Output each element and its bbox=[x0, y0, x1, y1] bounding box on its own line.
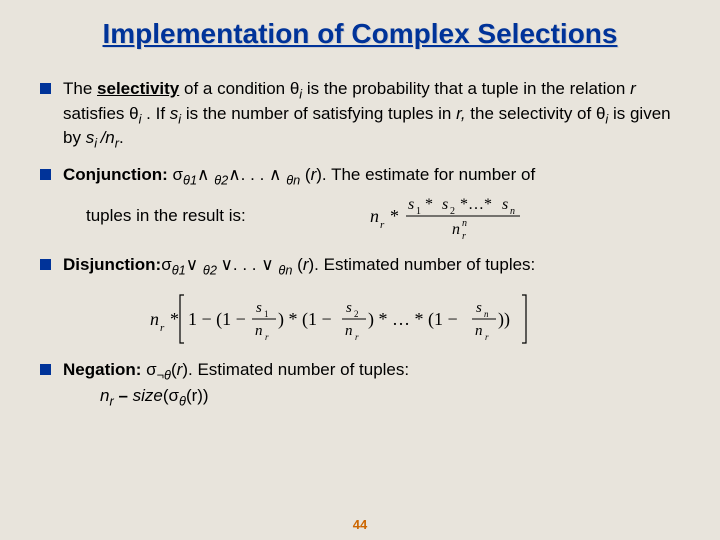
svg-text:n: n bbox=[475, 323, 483, 339]
sigma-expr: σθ1∨ θ2 ∨. . . ∨ θn (r). bbox=[161, 255, 319, 274]
label-negation: Negation: bbox=[63, 360, 146, 379]
svg-text:s: s bbox=[256, 300, 262, 316]
svg-text:r: r bbox=[462, 231, 466, 240]
label-conjunction: Conjunction: bbox=[63, 165, 173, 184]
tail: Estimated number of tuples: bbox=[319, 255, 535, 274]
t: is the number of satisfying tuples in bbox=[181, 104, 456, 123]
bullet-text: Conjunction: σθ1∧ θ2∧. . . ∧ θn (r). The… bbox=[63, 164, 680, 189]
t: . bbox=[119, 128, 124, 147]
bullet-text: Disjunction:σθ1∨ θ2 ∨. . . ∨ θn (r). Est… bbox=[63, 254, 680, 279]
svg-text:*: * bbox=[425, 196, 433, 213]
t: . If bbox=[141, 104, 169, 123]
bullet-text: Negation: σ¬θ(r). Estimated number of tu… bbox=[63, 359, 680, 384]
bullet-selectivity: The selectivity of a condition θi is the… bbox=[40, 78, 680, 152]
svg-text:n: n bbox=[484, 309, 489, 319]
svg-text:r: r bbox=[355, 332, 359, 342]
svg-text:*: * bbox=[170, 309, 179, 329]
page-number: 44 bbox=[0, 517, 720, 532]
disjunction-formula: n r * 1 − (1 − s 1 n r ) * (1 − s 2 n r … bbox=[150, 291, 570, 347]
svg-text:n: n bbox=[150, 309, 159, 329]
sub-theta: θ bbox=[179, 393, 186, 408]
size: size bbox=[133, 386, 163, 405]
svg-text:2: 2 bbox=[450, 206, 455, 217]
tail: The estimate for number of bbox=[327, 165, 536, 184]
t: The bbox=[63, 79, 97, 98]
sigma-neg: σ¬θ(r). bbox=[146, 360, 193, 379]
svg-text:n: n bbox=[255, 323, 263, 339]
svg-text:s: s bbox=[346, 300, 352, 316]
svg-text:r: r bbox=[485, 332, 489, 342]
rp: (r)) bbox=[186, 386, 209, 405]
t: is the probability that a tuple in the r… bbox=[302, 79, 630, 98]
slash-n: /n bbox=[101, 128, 115, 147]
rel-r: r bbox=[630, 79, 636, 98]
svg-text:n: n bbox=[462, 218, 467, 229]
conjunction-tuples-line: tuples in the result is: n r * s 1 * s 2… bbox=[86, 192, 680, 240]
t: the selectivity of θ bbox=[466, 104, 606, 123]
bullet-conjunction: Conjunction: σθ1∧ θ2∧. . . ∧ θn (r). The… bbox=[40, 164, 680, 189]
bullet-marker-icon bbox=[40, 259, 51, 270]
t: of a condition θ bbox=[179, 79, 299, 98]
svg-text:n: n bbox=[370, 206, 379, 226]
svg-text:r: r bbox=[265, 332, 269, 342]
svg-text:s: s bbox=[442, 196, 448, 213]
svg-text:r: r bbox=[380, 219, 385, 231]
bullet-disjunction: Disjunction:σθ1∨ θ2 ∨. . . ∨ θn (r). Est… bbox=[40, 254, 680, 279]
svg-text:s: s bbox=[502, 196, 508, 213]
svg-text:1: 1 bbox=[264, 309, 269, 319]
sigma-expr: σθ1∧ θ2∧. . . ∧ θn (r). bbox=[173, 165, 327, 184]
conjunction-formula: n r * s 1 * s 2 *…* s n n r n bbox=[370, 192, 540, 240]
svg-text:s: s bbox=[408, 196, 414, 213]
svg-text:) * … * (1 −: ) * … * (1 − bbox=[368, 309, 458, 330]
svg-text:*: * bbox=[390, 206, 399, 226]
svg-text:2: 2 bbox=[354, 309, 359, 319]
rel-r2: r, bbox=[456, 104, 465, 123]
svg-text:r: r bbox=[160, 322, 165, 334]
svg-text:) * (1 −: ) * (1 − bbox=[278, 309, 332, 330]
label-disjunction: Disjunction: bbox=[63, 255, 161, 274]
bullet-marker-icon bbox=[40, 83, 51, 94]
svg-text:)): )) bbox=[498, 309, 510, 330]
svg-text:1: 1 bbox=[416, 206, 421, 217]
var-si: s bbox=[86, 128, 95, 147]
t: satisfies θ bbox=[63, 104, 139, 123]
svg-text:1 − (1 −: 1 − (1 − bbox=[188, 309, 246, 330]
bullet-marker-icon bbox=[40, 169, 51, 180]
svg-text:n: n bbox=[510, 206, 515, 217]
slide: Implementation of Complex Selections The… bbox=[0, 0, 720, 540]
svg-text:*…*: *…* bbox=[460, 196, 492, 213]
svg-text:n: n bbox=[452, 221, 460, 238]
negation-formula: nr – size(σθ(r)) bbox=[100, 386, 680, 408]
bullet-negation: Negation: σ¬θ(r). Estimated number of tu… bbox=[40, 359, 680, 384]
tuples-text: tuples in the result is: bbox=[86, 206, 246, 226]
var-s: s bbox=[170, 104, 179, 123]
tail: Estimated number of tuples: bbox=[193, 360, 409, 379]
bullet-text: The selectivity of a condition θi is the… bbox=[63, 78, 680, 152]
disjunction-formula-row: n r * 1 − (1 − s 1 n r ) * (1 − s 2 n r … bbox=[40, 291, 680, 347]
svg-text:s: s bbox=[476, 300, 482, 316]
lp: (σ bbox=[163, 386, 179, 405]
slide-title: Implementation of Complex Selections bbox=[40, 18, 680, 50]
bullet-marker-icon bbox=[40, 364, 51, 375]
svg-text:n: n bbox=[345, 323, 353, 339]
minus: – bbox=[114, 386, 133, 405]
term-selectivity: selectivity bbox=[97, 79, 179, 98]
